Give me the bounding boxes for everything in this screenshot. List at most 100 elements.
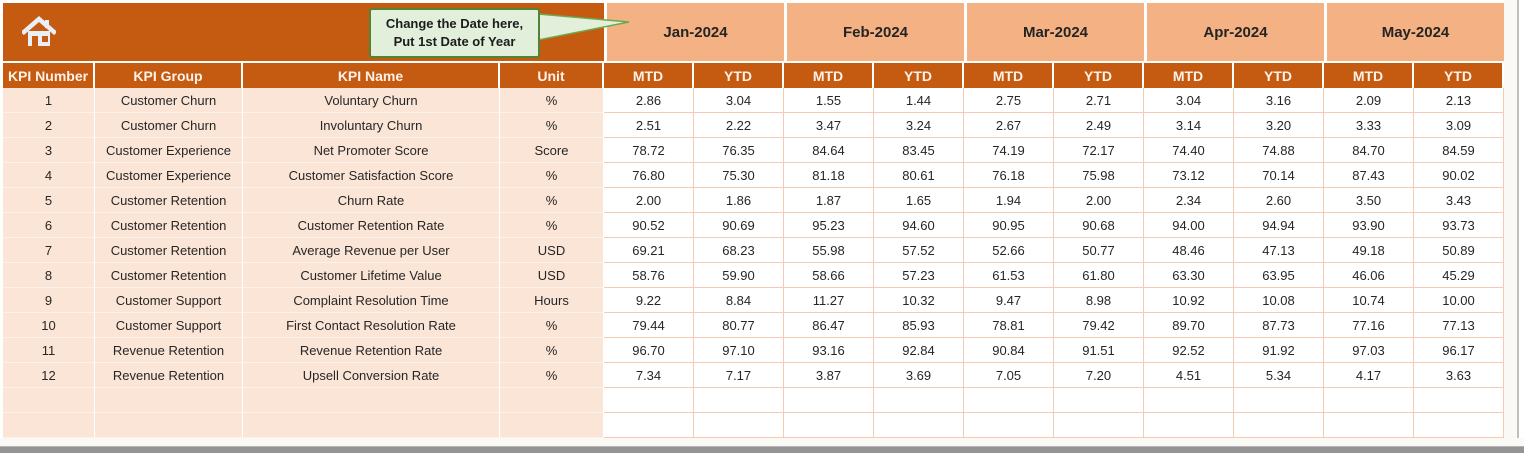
value-cell[interactable]: 55.98 [784,238,874,263]
value-cell[interactable]: 2.67 [964,113,1054,138]
value-cell[interactable]: 2.00 [1054,188,1144,213]
empty-value-cell[interactable] [784,388,874,413]
value-cell[interactable]: 75.98 [1054,163,1144,188]
value-cell[interactable]: 80.61 [874,163,964,188]
kpi-number-cell[interactable]: 10 [3,313,95,338]
value-cell[interactable]: 90.69 [694,213,784,238]
value-cell[interactable]: 58.66 [784,263,874,288]
value-cell[interactable]: 94.94 [1234,213,1324,238]
empty-value-cell[interactable] [1414,413,1504,438]
unit-cell[interactable]: % [500,113,604,138]
value-cell[interactable]: 61.53 [964,263,1054,288]
kpi-number-cell[interactable]: 12 [3,363,95,388]
value-cell[interactable]: 93.90 [1324,213,1414,238]
value-cell[interactable]: 89.70 [1144,313,1234,338]
value-cell[interactable]: 9.47 [964,288,1054,313]
kpi-name-cell[interactable]: Net Promoter Score [243,138,500,163]
value-cell[interactable]: 96.17 [1414,338,1504,363]
home-button[interactable] [19,13,59,53]
value-cell[interactable]: 2.09 [1324,88,1414,113]
value-cell[interactable]: 92.52 [1144,338,1234,363]
value-cell[interactable]: 3.04 [1144,88,1234,113]
value-cell[interactable]: 74.19 [964,138,1054,163]
kpi-group-cell[interactable]: Customer Support [95,313,243,338]
empty-value-cell[interactable] [1054,388,1144,413]
value-cell[interactable]: 1.55 [784,88,874,113]
value-cell[interactable]: 75.30 [694,163,784,188]
value-cell[interactable]: 97.10 [694,338,784,363]
value-cell[interactable]: 72.17 [1054,138,1144,163]
kpi-group-cell[interactable]: Customer Retention [95,238,243,263]
value-cell[interactable]: 90.84 [964,338,1054,363]
empty-value-cell[interactable] [1324,388,1414,413]
empty-value-cell[interactable] [874,388,964,413]
horizontal-scrollbar[interactable] [0,446,1524,453]
value-cell[interactable]: 2.49 [1054,113,1144,138]
kpi-name-cell[interactable]: Voluntary Churn [243,88,500,113]
empty-value-cell[interactable] [604,388,694,413]
empty-left-cell[interactable] [3,413,95,438]
value-cell[interactable]: 59.90 [694,263,784,288]
value-cell[interactable]: 3.47 [784,113,874,138]
month-header-cell[interactable]: May-2024 [1324,3,1504,61]
value-cell[interactable]: 11.27 [784,288,874,313]
kpi-group-cell[interactable]: Customer Experience [95,138,243,163]
empty-value-cell[interactable] [964,413,1054,438]
value-cell[interactable]: 45.29 [1414,263,1504,288]
value-cell[interactable]: 79.44 [604,313,694,338]
value-cell[interactable]: 4.17 [1324,363,1414,388]
kpi-number-cell[interactable]: 6 [3,213,95,238]
value-cell[interactable]: 57.52 [874,238,964,263]
value-cell[interactable]: 7.34 [604,363,694,388]
value-cell[interactable]: 5.34 [1234,363,1324,388]
value-cell[interactable]: 8.98 [1054,288,1144,313]
value-cell[interactable]: 97.03 [1324,338,1414,363]
empty-value-cell[interactable] [694,413,784,438]
kpi-name-cell[interactable]: Upsell Conversion Rate [243,363,500,388]
kpi-group-cell[interactable]: Revenue Retention [95,338,243,363]
empty-left-cell[interactable] [500,413,604,438]
value-cell[interactable]: 76.18 [964,163,1054,188]
value-cell[interactable]: 68.23 [694,238,784,263]
value-cell[interactable]: 94.60 [874,213,964,238]
kpi-group-cell[interactable]: Customer Retention [95,263,243,288]
kpi-group-cell[interactable]: Customer Support [95,288,243,313]
value-cell[interactable]: 87.73 [1234,313,1324,338]
value-cell[interactable]: 3.16 [1234,88,1324,113]
value-cell[interactable]: 74.40 [1144,138,1234,163]
value-cell[interactable]: 95.23 [784,213,874,238]
value-cell[interactable]: 84.59 [1414,138,1504,163]
empty-left-cell[interactable] [3,388,95,413]
value-cell[interactable]: 90.02 [1414,163,1504,188]
month-header-cell[interactable]: Jan-2024 [604,3,784,61]
value-cell[interactable]: 1.86 [694,188,784,213]
value-cell[interactable]: 9.22 [604,288,694,313]
unit-cell[interactable]: % [500,88,604,113]
kpi-name-cell[interactable]: Customer Retention Rate [243,213,500,238]
kpi-number-cell[interactable]: 9 [3,288,95,313]
kpi-name-cell[interactable]: Revenue Retention Rate [243,338,500,363]
unit-cell[interactable]: USD [500,238,604,263]
month-header-cell[interactable]: Mar-2024 [964,3,1144,61]
value-cell[interactable]: 80.77 [694,313,784,338]
value-cell[interactable]: 1.44 [874,88,964,113]
unit-cell[interactable]: % [500,313,604,338]
value-cell[interactable]: 63.30 [1144,263,1234,288]
empty-value-cell[interactable] [1144,388,1234,413]
kpi-number-cell[interactable]: 5 [3,188,95,213]
kpi-name-cell[interactable]: First Contact Resolution Rate [243,313,500,338]
value-cell[interactable]: 91.92 [1234,338,1324,363]
value-cell[interactable]: 90.52 [604,213,694,238]
kpi-name-cell[interactable]: Churn Rate [243,188,500,213]
value-cell[interactable]: 93.16 [784,338,874,363]
value-cell[interactable]: 74.88 [1234,138,1324,163]
value-cell[interactable]: 4.51 [1144,363,1234,388]
value-cell[interactable]: 84.70 [1324,138,1414,163]
value-cell[interactable]: 76.35 [694,138,784,163]
kpi-group-cell[interactable]: Customer Retention [95,188,243,213]
value-cell[interactable]: 10.08 [1234,288,1324,313]
value-cell[interactable]: 91.51 [1054,338,1144,363]
value-cell[interactable]: 78.81 [964,313,1054,338]
value-cell[interactable]: 46.06 [1324,263,1414,288]
unit-cell[interactable]: % [500,213,604,238]
